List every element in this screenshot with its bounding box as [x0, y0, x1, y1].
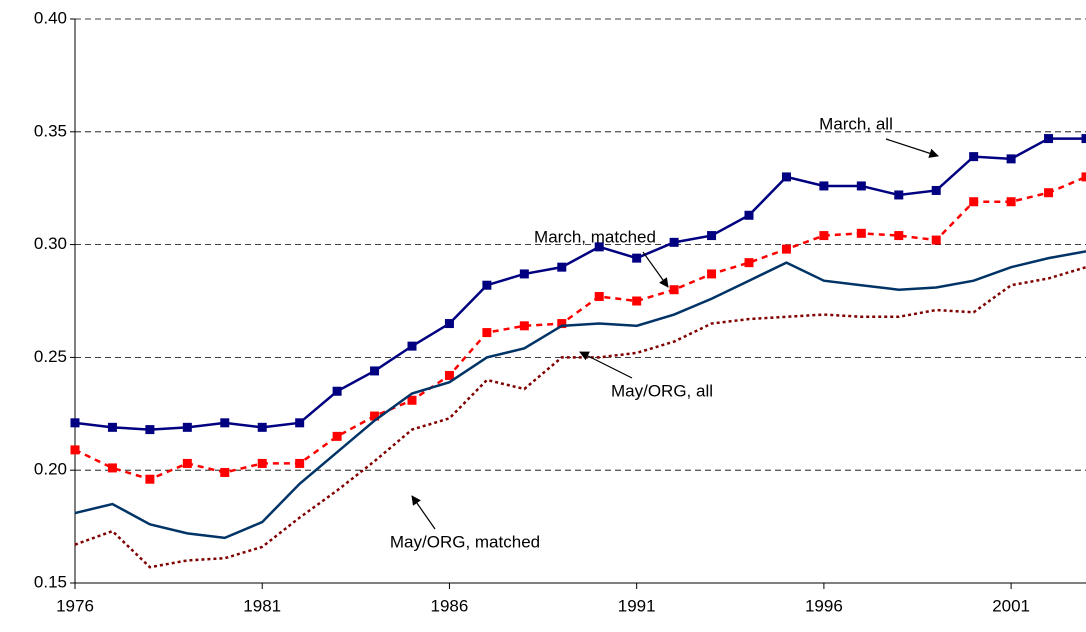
data-point	[669, 285, 679, 295]
annotation-arrow	[642, 251, 669, 288]
data-point	[1081, 134, 1086, 144]
data-point	[370, 411, 380, 421]
x-tick-label: 1981	[243, 596, 281, 615]
data-point	[557, 262, 567, 272]
data-point	[969, 197, 979, 207]
data-point	[145, 425, 155, 435]
data-point	[594, 291, 604, 301]
x-tick-label: 1991	[618, 596, 656, 615]
annotation-arrow	[411, 495, 436, 530]
y-tick-label: 0.25	[34, 347, 67, 366]
series-line	[74, 175, 1086, 481]
data-point	[332, 431, 342, 441]
data-point	[557, 319, 567, 329]
data-point	[931, 235, 941, 245]
data-point	[295, 418, 305, 428]
annotation-arrow	[579, 351, 633, 379]
data-point	[444, 319, 454, 329]
data-point	[894, 190, 904, 200]
y-tick-label: 0.20	[34, 460, 67, 479]
data-point	[1006, 197, 1016, 207]
data-point	[220, 418, 230, 428]
data-point	[781, 244, 791, 254]
data-point	[107, 463, 117, 473]
data-point	[1081, 172, 1086, 182]
data-point	[407, 395, 417, 405]
data-point	[257, 422, 267, 432]
data-point	[107, 422, 117, 432]
data-point	[519, 269, 529, 279]
series-line	[74, 265, 1086, 569]
data-point	[482, 328, 492, 338]
annotation: March, all	[819, 114, 893, 133]
data-point	[444, 370, 454, 380]
data-point	[744, 210, 754, 220]
data-point	[707, 231, 717, 241]
data-point	[70, 418, 80, 428]
data-point	[482, 280, 492, 290]
data-point	[332, 386, 342, 396]
x-tick-label: 1976	[56, 596, 94, 615]
y-tick-label: 0.15	[34, 572, 67, 591]
annotation-arrow	[885, 138, 939, 158]
data-point	[856, 228, 866, 238]
x-tick-label: 1996	[805, 596, 843, 615]
y-tick-label: 0.40	[34, 8, 67, 27]
data-point	[969, 152, 979, 162]
data-point	[632, 253, 642, 263]
data-point	[931, 185, 941, 195]
data-point	[856, 181, 866, 191]
data-point	[70, 445, 80, 455]
data-point	[669, 237, 679, 247]
data-point	[819, 181, 829, 191]
data-point	[1044, 134, 1054, 144]
data-point	[182, 422, 192, 432]
data-point	[819, 231, 829, 241]
data-point	[407, 341, 417, 351]
data-point	[257, 458, 267, 468]
annotation: May/ORG, matched	[390, 532, 540, 551]
data-point	[632, 296, 642, 306]
data-point	[519, 321, 529, 331]
data-point	[220, 467, 230, 477]
data-point	[145, 474, 155, 484]
y-tick-label: 0.35	[34, 121, 67, 140]
annotation: March, matched	[534, 227, 656, 246]
data-point	[370, 366, 380, 376]
data-point	[1006, 154, 1016, 164]
data-point	[182, 458, 192, 468]
data-point	[707, 269, 717, 279]
data-point	[781, 172, 791, 182]
data-point	[744, 258, 754, 268]
data-point	[295, 458, 305, 468]
data-point	[1044, 188, 1054, 198]
x-tick-label: 2001	[992, 596, 1030, 615]
x-tick-label: 1986	[431, 596, 469, 615]
y-tick-label: 0.30	[34, 234, 67, 253]
data-point	[594, 242, 604, 252]
series-line	[74, 250, 1086, 540]
annotation: May/ORG, all	[611, 381, 713, 400]
series-line	[74, 137, 1086, 431]
data-point	[894, 231, 904, 241]
